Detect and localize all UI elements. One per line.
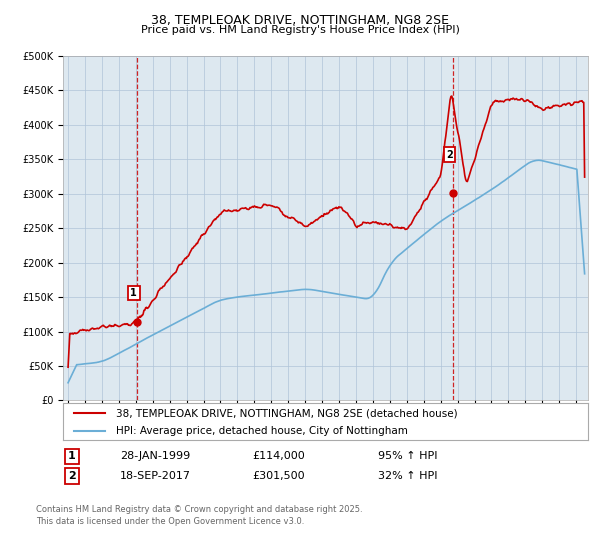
Text: 18-SEP-2017: 18-SEP-2017 (120, 471, 191, 481)
Text: 28-JAN-1999: 28-JAN-1999 (120, 451, 190, 461)
Text: 2: 2 (446, 150, 453, 160)
Text: £114,000: £114,000 (252, 451, 305, 461)
Text: 95% ↑ HPI: 95% ↑ HPI (378, 451, 437, 461)
Text: 1: 1 (68, 451, 76, 461)
Text: Price paid vs. HM Land Registry's House Price Index (HPI): Price paid vs. HM Land Registry's House … (140, 25, 460, 35)
Text: HPI: Average price, detached house, City of Nottingham: HPI: Average price, detached house, City… (115, 426, 407, 436)
Text: 32% ↑ HPI: 32% ↑ HPI (378, 471, 437, 481)
Text: 1: 1 (130, 288, 137, 298)
Text: Contains HM Land Registry data © Crown copyright and database right 2025.
This d: Contains HM Land Registry data © Crown c… (36, 505, 362, 526)
Text: 2: 2 (68, 471, 76, 481)
Text: 38, TEMPLEOAK DRIVE, NOTTINGHAM, NG8 2SE: 38, TEMPLEOAK DRIVE, NOTTINGHAM, NG8 2SE (151, 14, 449, 27)
Text: 38, TEMPLEOAK DRIVE, NOTTINGHAM, NG8 2SE (detached house): 38, TEMPLEOAK DRIVE, NOTTINGHAM, NG8 2SE… (115, 408, 457, 418)
Text: £301,500: £301,500 (252, 471, 305, 481)
